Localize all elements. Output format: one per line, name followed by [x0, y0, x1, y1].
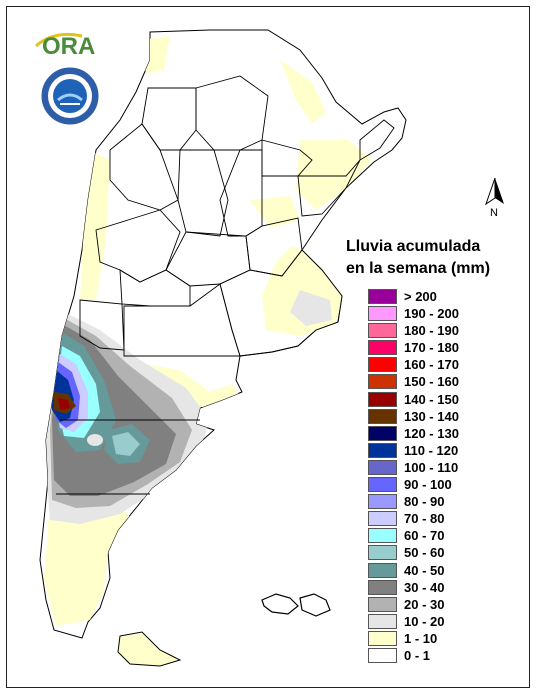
legend-label: 100 - 110	[404, 459, 459, 475]
legend-swatch	[368, 528, 397, 544]
ora-logo-icon: ORA	[35, 32, 95, 60]
legend-label: 70 - 80	[404, 511, 445, 527]
legend-label: 190 - 200	[404, 306, 459, 322]
legend-label: 140 - 150	[404, 391, 459, 407]
legend-label: 120 - 130	[404, 425, 459, 441]
legend-swatch	[368, 477, 397, 493]
legend-swatch	[368, 306, 397, 322]
malvinas-islands	[261, 593, 331, 617]
legend-swatch	[368, 459, 397, 475]
legend-label: 160 - 170	[404, 357, 459, 373]
legend-label: 90 - 100	[404, 477, 452, 493]
legend-label: 1 - 10	[404, 630, 438, 646]
tierra-del-fuego	[117, 631, 182, 667]
legend-label: 180 - 190	[404, 323, 459, 339]
legend-swatch	[368, 613, 397, 629]
legend-swatch	[368, 323, 397, 339]
legend-swatch	[368, 340, 397, 356]
legend-label: 110 - 120	[404, 442, 459, 458]
legend-label: 20 - 30	[404, 596, 445, 612]
legend-swatch	[368, 494, 397, 510]
legend-swatch	[368, 425, 397, 441]
north-label: N	[490, 207, 498, 218]
legend-title-line1: Lluvia acumulada	[346, 238, 481, 255]
legend-label: 170 - 180	[404, 340, 459, 356]
legend-label: 30 - 40	[404, 579, 445, 595]
legend-swatch	[368, 562, 397, 578]
legend-label: 50 - 60	[404, 545, 445, 561]
legend-swatch	[368, 289, 397, 304]
legend-label: 0 - 1	[404, 647, 431, 663]
legend-swatch	[368, 596, 397, 612]
legend-label: 40 - 50	[404, 562, 445, 578]
legend-swatch	[368, 374, 397, 390]
legend-label: 150 - 160	[404, 374, 459, 390]
ora-logo-text: ORA	[42, 33, 95, 60]
province-boundaries	[56, 75, 395, 495]
legend-swatch	[368, 647, 397, 663]
legend-label: > 200	[404, 289, 437, 304]
legend-swatch	[368, 630, 397, 646]
north-arrow-icon: N	[485, 177, 504, 218]
legend-swatch	[368, 357, 397, 373]
legend-label: 80 - 90	[404, 494, 445, 510]
legend-label: 130 - 140	[404, 408, 459, 424]
legend-swatch	[368, 391, 397, 407]
legend-label: 10 - 20	[404, 613, 445, 629]
legend-swatch	[368, 579, 397, 595]
legend-swatch	[368, 545, 397, 561]
legend-title: Lluvia acumulada en la semana (mm)	[346, 236, 490, 280]
smn-seal-icon	[40, 66, 100, 126]
legend-label: 60 - 70	[404, 528, 445, 544]
legend-swatch	[368, 511, 397, 527]
legend-swatch	[368, 442, 397, 458]
legend-title-line2: en la semana (mm)	[346, 260, 491, 277]
legend-swatch	[368, 408, 397, 424]
